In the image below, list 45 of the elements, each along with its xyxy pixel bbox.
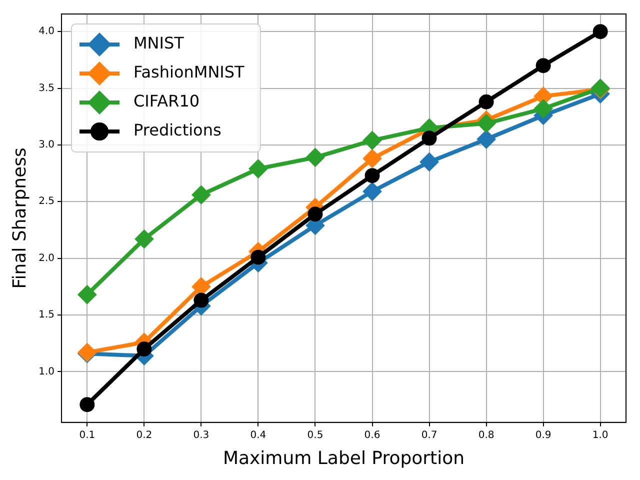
point [362, 182, 382, 201]
y-tick-label: 4.0 [38, 26, 55, 38]
point [308, 206, 323, 222]
point [192, 185, 211, 204]
point [136, 342, 152, 357]
y-tick-label: 1.0 [38, 366, 55, 378]
point [306, 148, 325, 167]
point [194, 292, 209, 308]
point [250, 250, 266, 265]
point [134, 230, 154, 249]
x-tick-label: 0.7 [421, 430, 438, 441]
legend-label: MNIST [134, 34, 184, 53]
point [536, 58, 551, 74]
x-tick-label: 1.0 [592, 430, 608, 441]
y-tick-label: 3.5 [38, 82, 55, 94]
x-tick-label: 0.5 [307, 430, 324, 441]
y-tick-label: 2.5 [38, 196, 55, 208]
point [78, 285, 97, 304]
point [362, 149, 382, 168]
point [592, 24, 608, 40]
x-tick-label: 0.3 [193, 430, 210, 441]
x-tick-label: 0.8 [478, 430, 494, 441]
point [422, 130, 437, 146]
y-axis-title: Final Sharpness [9, 148, 30, 289]
point [420, 152, 439, 172]
y-tick-label: 2.0 [38, 252, 55, 264]
point [476, 130, 496, 149]
point [364, 168, 380, 184]
x-axis-title: Maximum Label Proportion [222, 448, 465, 469]
legend-label: CIFAR10 [134, 92, 200, 111]
legend-label: Predictions [134, 120, 222, 140]
point [476, 114, 496, 133]
point [478, 94, 494, 110]
point [80, 397, 95, 412]
x-tick-label: 0.9 [535, 430, 552, 441]
point [362, 130, 382, 150]
x-tick-label: 0.6 [364, 430, 380, 441]
point [534, 99, 553, 118]
y-tick-label: 3.0 [38, 140, 55, 151]
x-tick-label: 0.2 [136, 430, 152, 441]
x-tick-label: 0.1 [79, 430, 96, 441]
legend-label: FashionMNIST [134, 62, 245, 82]
y-tick-label: 1.5 [38, 310, 55, 321]
point [248, 159, 268, 178]
x-tick-label: 0.4 [250, 430, 266, 441]
